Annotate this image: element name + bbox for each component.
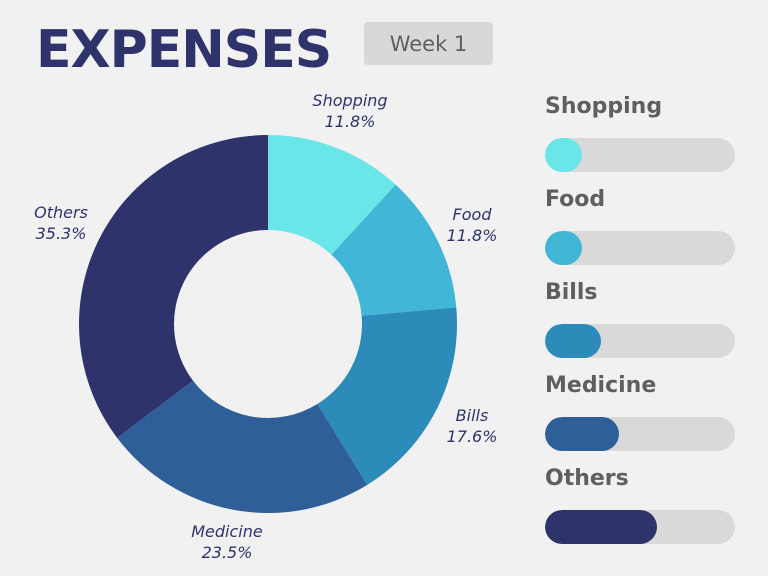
slice-label-value: 11.8% — [324, 112, 376, 131]
week-label: Week 1 — [389, 31, 468, 56]
progress-bar-shopping — [545, 138, 735, 172]
legend-label-shopping: Shopping — [545, 94, 663, 119]
slice-label-value: 23.5% — [201, 543, 253, 562]
legend-label-medicine: Medicine — [545, 373, 657, 398]
slice-label-name: Shopping — [312, 91, 388, 110]
donut-slice-medicine — [117, 380, 368, 513]
week-badge[interactable]: Week 1 — [364, 22, 493, 65]
progress-fill — [545, 138, 583, 172]
donut-slice-others — [79, 135, 269, 438]
slice-label-shopping: Shopping 11.8% — [300, 90, 400, 132]
slice-label-value: 11.8% — [446, 226, 498, 245]
slice-label-name: Bills — [455, 406, 489, 425]
progress-bar-food — [545, 231, 735, 265]
slice-label-value: 35.3% — [35, 224, 87, 243]
progress-bar-medicine — [545, 417, 735, 451]
donut-slice-shopping — [268, 135, 396, 255]
legend-label-others: Others — [545, 466, 629, 491]
slice-label-food: Food 11.8% — [432, 204, 512, 246]
donut-slice-bills — [317, 307, 457, 485]
legend-label-bills: Bills — [545, 280, 598, 305]
slice-label-medicine: Medicine 23.5% — [172, 521, 282, 563]
page-title: EXPENSES — [36, 20, 332, 80]
legend-label-food: Food — [545, 187, 606, 212]
slice-label-others: Others 35.3% — [18, 202, 104, 244]
progress-fill — [545, 231, 583, 265]
donut-slice-food — [331, 184, 457, 316]
progress-fill — [545, 510, 657, 544]
progress-fill — [545, 324, 601, 358]
slice-label-name: Medicine — [191, 522, 263, 541]
slice-label-value: 17.6% — [446, 427, 498, 446]
progress-fill — [545, 417, 620, 451]
slice-label-bills: Bills 17.6% — [432, 405, 512, 447]
slice-label-name: Others — [34, 203, 88, 222]
progress-bar-others — [545, 510, 735, 544]
progress-bar-bills — [545, 324, 735, 358]
slice-label-name: Food — [452, 205, 492, 224]
